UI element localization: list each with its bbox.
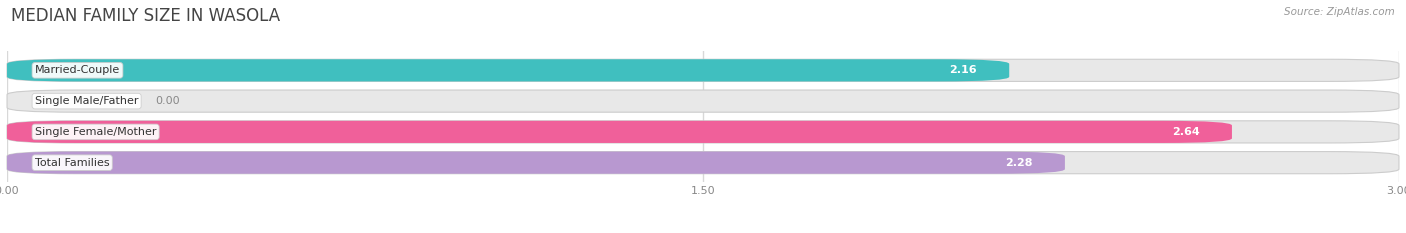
Text: Source: ZipAtlas.com: Source: ZipAtlas.com bbox=[1284, 7, 1395, 17]
FancyBboxPatch shape bbox=[7, 152, 1399, 174]
Text: Single Female/Mother: Single Female/Mother bbox=[35, 127, 156, 137]
Text: 0.00: 0.00 bbox=[156, 96, 180, 106]
Text: Single Male/Father: Single Male/Father bbox=[35, 96, 138, 106]
Text: Married-Couple: Married-Couple bbox=[35, 65, 120, 75]
FancyBboxPatch shape bbox=[7, 59, 1399, 81]
Text: Total Families: Total Families bbox=[35, 158, 110, 168]
Text: 2.64: 2.64 bbox=[1171, 127, 1199, 137]
Text: 2.28: 2.28 bbox=[1005, 158, 1032, 168]
Text: 2.16: 2.16 bbox=[949, 65, 977, 75]
FancyBboxPatch shape bbox=[7, 59, 1010, 81]
FancyBboxPatch shape bbox=[7, 152, 1064, 174]
Text: MEDIAN FAMILY SIZE IN WASOLA: MEDIAN FAMILY SIZE IN WASOLA bbox=[11, 7, 280, 25]
FancyBboxPatch shape bbox=[7, 121, 1232, 143]
FancyBboxPatch shape bbox=[7, 90, 1399, 112]
FancyBboxPatch shape bbox=[7, 121, 1399, 143]
